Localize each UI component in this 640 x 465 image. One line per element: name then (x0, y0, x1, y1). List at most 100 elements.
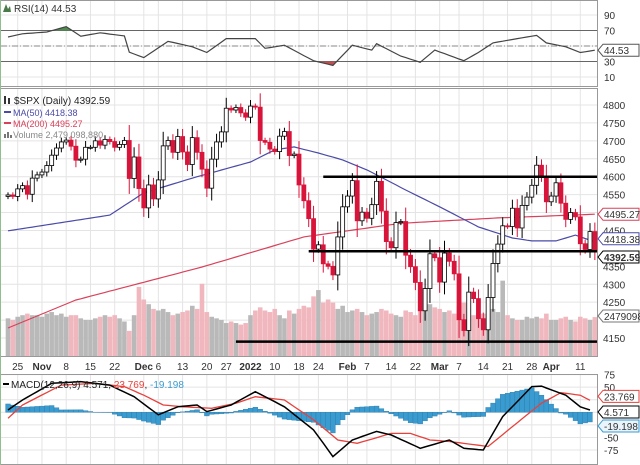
candle-body (577, 216, 583, 245)
volume-bar (257, 307, 263, 356)
volume-bar (403, 310, 408, 356)
volume-bar (88, 319, 93, 356)
candle-body (379, 180, 384, 212)
volume-bar (122, 321, 127, 356)
volume-bar (500, 280, 505, 356)
macd-histogram-bar (475, 412, 482, 417)
macd-hist-value-box (597, 419, 640, 433)
macd-histogram-bar (349, 409, 355, 413)
macd-histogram-bar (116, 412, 123, 417)
axes: 25 Nov 8 15 22 Dec 6 13 20 27 2022 10 18 24 Feb 7 14 22 Ma… (12, 11, 640, 457)
volume-bars (5, 280, 598, 356)
candle-body (505, 225, 510, 228)
candle-body (277, 135, 283, 153)
candle-body (388, 241, 394, 249)
macd-histogram-bar (286, 412, 292, 420)
macd-legend-hist: -19.198 (150, 380, 184, 391)
macd-histogram-bar (199, 412, 205, 414)
volume-bar (582, 318, 588, 356)
volume-bar (291, 313, 297, 356)
macd-histogram-bar (558, 412, 564, 414)
volume-bar (248, 315, 253, 356)
candle-body (534, 164, 540, 186)
macd-legend-signal: 23.769 (114, 380, 145, 391)
candle-body (461, 319, 467, 331)
x-tick-label: 2022 (239, 362, 262, 373)
volume-bar (359, 312, 365, 356)
volume-bar (253, 310, 258, 356)
ma200-value: 4495.27 (604, 210, 640, 221)
macd-histogram-bar (218, 412, 225, 414)
volume-legend-icon (4, 132, 12, 138)
candle-body (524, 196, 530, 206)
candle-body (175, 136, 181, 153)
x-tick-label: Feb (339, 362, 357, 373)
price-tick-label: 4350 (603, 262, 626, 273)
macd-histogram-bar (281, 412, 288, 420)
candle-body (252, 105, 258, 108)
macd-histogram-bar (577, 412, 583, 425)
x-tick-label: Apr (543, 362, 560, 373)
candle-body (282, 131, 287, 137)
volume-bar (316, 290, 321, 356)
volume-bar (175, 313, 181, 356)
volume-bar (190, 305, 195, 356)
ma200-line (7, 213, 595, 329)
macd-histogram-bar (204, 412, 210, 417)
volume-bar (29, 315, 35, 356)
price-tick-label: 4650 (603, 155, 626, 166)
macd-histogram-bar (24, 406, 31, 413)
macd-histogram-bar (87, 411, 94, 413)
ma50-value-box (597, 232, 640, 246)
macd-value: 4.571 (604, 408, 629, 419)
volume-bar (311, 296, 316, 356)
volume-bar (335, 308, 341, 356)
candle-body (112, 141, 118, 148)
volume-bar (340, 305, 345, 356)
candle-body (199, 151, 205, 170)
candle-body (107, 139, 113, 142)
candle-body (10, 194, 16, 197)
volume-bar (5, 318, 11, 356)
candle-body (272, 148, 278, 153)
volume-value: 2479098 (604, 312, 640, 323)
candle-body (548, 195, 554, 203)
candle-body (73, 145, 79, 161)
macd-histogram-bar (209, 412, 215, 415)
candle-body (34, 174, 40, 179)
volume-bar (156, 310, 161, 356)
volume-bar (112, 315, 117, 356)
volume-bar (160, 308, 166, 356)
volume-bar (374, 312, 379, 356)
macd-histogram-bar (194, 409, 200, 413)
volume-bar (563, 316, 569, 356)
ma200-legend: MA(200) 4495.27 (13, 119, 83, 129)
candle-body (5, 194, 11, 197)
volume-bar (568, 319, 573, 356)
ma50-line (7, 146, 596, 243)
candle-body (393, 222, 399, 249)
candle-body (412, 266, 418, 283)
volume-bar (73, 315, 79, 356)
volume-bar (228, 321, 234, 356)
x-tick-label: Dec (135, 362, 154, 373)
volume-bar (141, 299, 147, 356)
price-tick-label: 4550 (603, 191, 626, 202)
rsi-legend-icon (3, 4, 11, 12)
candle-body (320, 244, 326, 265)
candle-body (92, 140, 98, 148)
volume-bar (393, 315, 399, 356)
macd-histogram-bar (320, 412, 326, 428)
volume-bar (529, 318, 535, 356)
price-tick-label: 4700 (603, 137, 626, 148)
macd-legend-sep1: , (108, 380, 114, 391)
volume-bar (578, 316, 583, 356)
macd-histogram-bar (388, 412, 394, 415)
candle-body (214, 141, 219, 160)
candle-body (306, 200, 312, 220)
candle-body (122, 140, 127, 145)
volume-bar (185, 310, 190, 356)
macd-histogram-bar (184, 410, 191, 413)
candle-body (88, 146, 93, 149)
macd-histogram-bar (364, 406, 370, 413)
